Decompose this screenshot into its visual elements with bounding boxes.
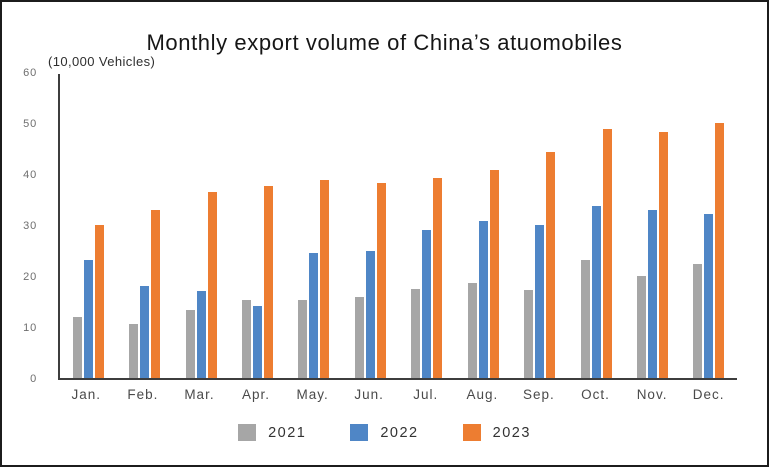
bar-2021-sep: [524, 289, 534, 378]
bar-2021-oct: [580, 260, 590, 378]
chart-title: Monthly export volume of China’s atuomob…: [146, 30, 623, 55]
bar-2023-jul: [433, 178, 443, 378]
bar-2022-sep: [535, 224, 545, 378]
x-axis-labels: Jan. Feb. Mar. Apr. May. Jun. Jul. Aug. Sep. Oct.…: [58, 387, 737, 402]
bar-2023-apr: [263, 186, 273, 378]
bar-2022-may: [309, 253, 319, 378]
legend-item-2021: 2021: [238, 424, 306, 441]
bar-2023-feb: [151, 209, 161, 378]
bar-2023-jun: [376, 183, 386, 378]
bar-2021-may: [298, 300, 308, 378]
bar-group-sep: [511, 74, 567, 378]
x-axis-tick-label-feb: Feb.: [127, 387, 159, 402]
bar-2023-oct: [602, 129, 612, 378]
legend-item-2022: 2022: [350, 424, 418, 441]
bar-2022-mar: [196, 291, 206, 378]
unit-label: (10,000 Vehicles): [48, 54, 156, 69]
y-axis-tick-label-60: 60: [23, 67, 37, 79]
x-axis-tick-label-jan: Jan.: [71, 387, 102, 402]
y-axis-tick-label-0: 0: [30, 373, 37, 385]
bar-group-jan: [60, 74, 116, 378]
bar-2023-jan: [94, 224, 104, 378]
y-axis-tick-label-40: 40: [23, 169, 37, 181]
y-axis-tick-label-10: 10: [23, 322, 37, 334]
bar-group-aug: [455, 74, 511, 378]
x-axis-tick-label-jul: Jul.: [413, 387, 439, 402]
bar-group-jul: [399, 74, 455, 378]
bar-2023-may: [320, 179, 330, 378]
bar-2021-dec: [693, 264, 703, 378]
bar-2021-apr: [241, 300, 251, 378]
bar-group-jun: [342, 74, 398, 378]
legend-swatch-2023: [462, 424, 481, 441]
bar-group-mar: [173, 74, 229, 378]
x-axis-tick-label-nov: Nov.: [636, 387, 668, 402]
legend-swatch-2022: [350, 424, 369, 441]
bar-2022-aug: [478, 220, 488, 378]
x-axis-tick-label-jun: Jun.: [354, 387, 384, 402]
bar-2022-jun: [365, 251, 375, 378]
bar-2023-mar: [207, 192, 217, 378]
bar-2023-dec: [715, 123, 725, 378]
bar-group-apr: [229, 74, 285, 378]
bar-2022-feb: [140, 285, 150, 378]
bar-2022-oct: [591, 206, 601, 378]
x-axis-tick-label-dec: Dec.: [692, 387, 725, 402]
bar-2022-nov: [647, 210, 657, 378]
legend-label-2022: 2022: [380, 424, 419, 441]
y-axis-labels: 0 10 20 30 40 50 60: [2, 67, 50, 385]
bar-2021-jun: [354, 297, 364, 378]
bar-group-oct: [568, 74, 624, 378]
x-axis-tick-label-oct: Oct.: [581, 387, 610, 402]
x-axis-tick-label-apr: Apr.: [242, 387, 271, 402]
bar-group-nov: [624, 74, 680, 378]
legend: 2021 2022 2023: [2, 424, 767, 441]
bar-2021-jan: [72, 317, 82, 378]
legend-label-2023: 2023: [492, 424, 531, 441]
bar-2022-dec: [704, 213, 714, 378]
legend-swatch-2021: [238, 424, 257, 441]
x-axis-tick-label-mar: Mar.: [184, 387, 215, 402]
bar-2023-nov: [658, 132, 668, 378]
bar-2022-jul: [422, 230, 432, 378]
bar-2021-aug: [467, 282, 477, 378]
x-axis-tick-label-may: May.: [296, 387, 329, 402]
y-axis-tick-label-30: 30: [23, 220, 37, 232]
bar-2021-nov: [636, 276, 646, 378]
bar-2022-jan: [83, 260, 93, 378]
bar-2021-jul: [411, 289, 421, 378]
x-axis-tick-label-sep: Sep.: [523, 387, 555, 402]
bar-group-dec: [681, 74, 737, 378]
y-axis-tick-label-20: 20: [23, 271, 37, 283]
bar-2023-sep: [546, 151, 556, 378]
bar-group-may: [286, 74, 342, 378]
y-axis-tick-label-50: 50: [23, 118, 37, 130]
legend-item-2023: 2023: [462, 424, 531, 441]
x-axis-tick-label-aug: Aug.: [466, 387, 499, 402]
bar-2021-mar: [185, 310, 195, 378]
bar-group-feb: [116, 74, 172, 378]
bar-2021-feb: [129, 324, 139, 378]
bar-2023-aug: [489, 169, 499, 378]
bar-2022-apr: [252, 306, 262, 378]
plot-area: [58, 74, 737, 380]
legend-label-2021: 2021: [268, 424, 307, 441]
